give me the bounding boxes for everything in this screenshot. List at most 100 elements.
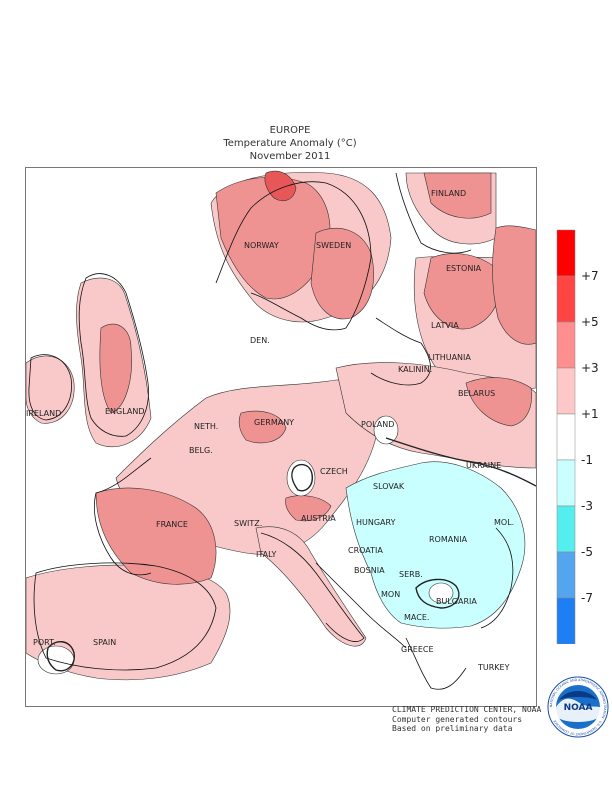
label-croatia: CROATIA [348, 546, 383, 555]
legend-swatch-0 [556, 229, 576, 277]
map-title-variable: Temperature Anomaly (°C) [223, 138, 357, 149]
label-mon: MON [381, 590, 400, 599]
label-romania: ROMANIA [429, 535, 468, 544]
label-kalinin: KALININ. [398, 365, 432, 374]
label-france: FRANCE [156, 520, 188, 529]
anomaly-fill-neutral [37, 415, 454, 675]
label-belg: BELG. [189, 446, 213, 455]
country-labels: FINLAND NORWAY SWEDEN ESTONIA LATVIA LIT… [26, 189, 514, 672]
legend-label-4: +1 [581, 407, 599, 421]
label-bulgaria: BULGARIA [436, 597, 477, 606]
contour-lines [46, 437, 536, 672]
coast-britain [78, 273, 149, 437]
contour-balkans [415, 578, 460, 609]
coast-ireland [28, 354, 72, 421]
coast-iberia [33, 562, 217, 671]
color-legend: +7 +5 +3 +1 -1 -3 -5 -7 [556, 229, 599, 644]
label-england: ENGLAND [105, 407, 145, 416]
coast-italy [260, 532, 365, 642]
legend-label-1: +7 [581, 269, 599, 283]
credit-line-2: Computer generated contours [392, 714, 523, 724]
label-neth: NETH. [194, 422, 218, 431]
map-title-block: EUROPE Temperature Anomaly (°C) November… [180, 124, 400, 163]
label-estonia: ESTONIA [446, 264, 482, 273]
label-ireland: IRELAND [26, 409, 61, 418]
coast-baltic [370, 317, 431, 386]
anomaly-map: FINLAND NORWAY SWEDEN ESTONIA LATVIA LIT… [26, 170, 536, 690]
region-balkans-cyan [345, 461, 526, 629]
legend-label-7: -5 [581, 545, 593, 559]
map-title-region: EUROPE [269, 125, 311, 136]
legend-swatch-5 [556, 459, 576, 507]
label-bosnia: BOSNIA [354, 566, 385, 575]
region-sweden-mid [310, 227, 374, 320]
map-frame: FINLAND NORWAY SWEDEN ESTONIA LATVIA LIT… [25, 167, 537, 707]
label-serb: SERB. [399, 570, 423, 579]
label-mol: MOL. [494, 518, 514, 527]
legend-swatch-7 [556, 551, 576, 599]
region-france-mid [95, 487, 217, 585]
label-slovak: SLOVAK [373, 482, 405, 491]
contour-spain [46, 641, 75, 672]
legend-label-2: +5 [581, 315, 599, 329]
label-germany: GERMANY [254, 418, 294, 427]
legend-swatch-8 [556, 597, 576, 644]
legend-label-3: +3 [581, 361, 599, 375]
coast-adriatic [315, 562, 407, 649]
legend-swatch-6 [556, 505, 576, 553]
region-germany-mid [238, 410, 287, 444]
legend-swatch-1 [556, 275, 576, 323]
neutral-spot-balkans [428, 582, 454, 604]
map-title-period: November 2011 [249, 151, 331, 162]
credit-line-1: CLIMATE PREDICTION CENTER, NOAA [392, 705, 542, 714]
label-latvia: LATVIA [431, 321, 459, 330]
legend-label-6: -3 [581, 499, 593, 513]
label-spain: SPAIN [93, 638, 116, 647]
legend-swatch-3 [556, 367, 576, 415]
label-mace: MACE. [404, 613, 429, 622]
region-iberia [26, 564, 231, 681]
label-austria: AUSTRIA [301, 514, 336, 523]
contour-czech [291, 463, 313, 492]
anomaly-fill-minus1 [345, 461, 526, 629]
neutral-spot-poland [373, 415, 399, 445]
contour-ukraine [385, 437, 536, 487]
label-sweden: SWEDEN [316, 241, 351, 250]
region-belarus-mid [465, 377, 532, 427]
label-poland: POLAND [361, 420, 394, 429]
label-switz: SWITZ. [234, 519, 262, 528]
legend-swatch-2 [556, 321, 576, 369]
region-england-mid [99, 323, 132, 414]
legend-swatch-4 [556, 413, 576, 461]
region-estonia-latvia [423, 253, 501, 330]
label-den: DEN. [250, 336, 270, 345]
label-port: PORT. [33, 638, 56, 647]
region-italy [255, 526, 367, 647]
label-norway: NORWAY [244, 241, 279, 250]
label-czech: CZECH [320, 467, 348, 476]
legend-label-5: -1 [581, 453, 593, 467]
region-russia-mid [492, 225, 536, 345]
coast-france-west [93, 457, 152, 576]
coast-finland [395, 172, 472, 254]
label-italy: ITALY [256, 550, 276, 559]
coast-greece [405, 637, 467, 690]
label-lithuania: LITHUANIA [428, 353, 471, 362]
label-greece: GREECE [401, 645, 434, 654]
noaa-logo-text: NOAA [564, 703, 593, 713]
credit-block: CLIMATE PREDICTION CENTER, NOAA Computer… [392, 705, 541, 734]
noaa-logo: NOAA NATIONAL OCEANIC AND ATMOSPHERIC AD… [547, 676, 609, 738]
coastlines [28, 172, 514, 690]
credit-line-3: Based on preliminary data [392, 724, 513, 733]
coast-scandinavia [215, 181, 372, 331]
legend-label-8: -7 [581, 591, 593, 605]
anomaly-fill-plus5 [264, 170, 297, 201]
region-ireland [26, 355, 75, 424]
label-turkey: TURKEY [477, 663, 510, 672]
label-finland: FINLAND [431, 189, 466, 198]
coast-blacksea [480, 527, 514, 629]
region-austria-mid [285, 495, 332, 522]
label-belarus: BELARUS [458, 389, 495, 398]
label-ukraine: UKRAINE [466, 461, 501, 470]
anomaly-fill-plus3 [95, 172, 536, 585]
